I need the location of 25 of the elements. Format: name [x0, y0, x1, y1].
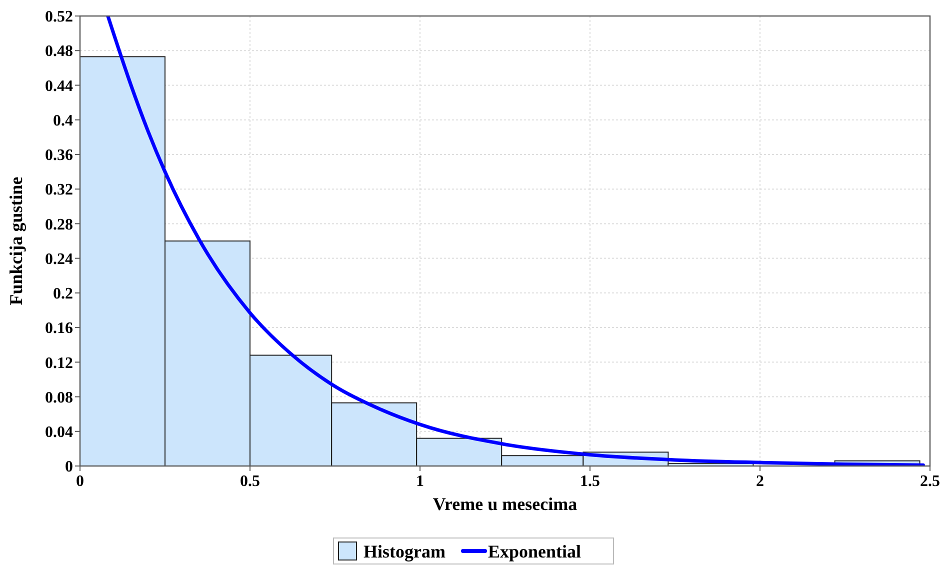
line-series — [106, 16, 925, 466]
x-tick-label: 1 — [416, 473, 424, 490]
y-tick-label: 0.48 — [45, 43, 73, 60]
x-tick-label: 2 — [756, 473, 764, 490]
y-axis-title: Funkcija gustine — [6, 176, 26, 306]
y-tick-label: 0.28 — [45, 216, 73, 234]
x-axis-title: Vreme u mesecima — [432, 494, 578, 514]
y-tick-label: 0.16 — [45, 320, 73, 338]
y-tick-label: 0.32 — [45, 182, 73, 199]
y-tick-label: 0 — [65, 458, 73, 476]
y-tick-label: 0.44 — [45, 78, 73, 95]
legend-label: Histogram — [364, 541, 446, 562]
x-tick-label: 0 — [76, 473, 84, 490]
x-tick-label: 0.5 — [240, 473, 260, 490]
x-tick-label: 2.5 — [920, 473, 940, 490]
y-tick-label: 0.2 — [53, 286, 73, 303]
y-tick-label: 0.4 — [53, 112, 73, 130]
x-tick-label: 1.5 — [580, 473, 600, 490]
y-tick-label: 0.04 — [45, 424, 73, 441]
legend-label: Exponential — [488, 541, 582, 562]
y-tick-label: 0.08 — [45, 389, 73, 406]
y-tick-label: 0.52 — [45, 8, 73, 26]
y-tick-label: 0.24 — [45, 250, 73, 268]
y-tick-label: 0.36 — [45, 147, 73, 164]
y-tick-label: 0.12 — [45, 354, 73, 372]
